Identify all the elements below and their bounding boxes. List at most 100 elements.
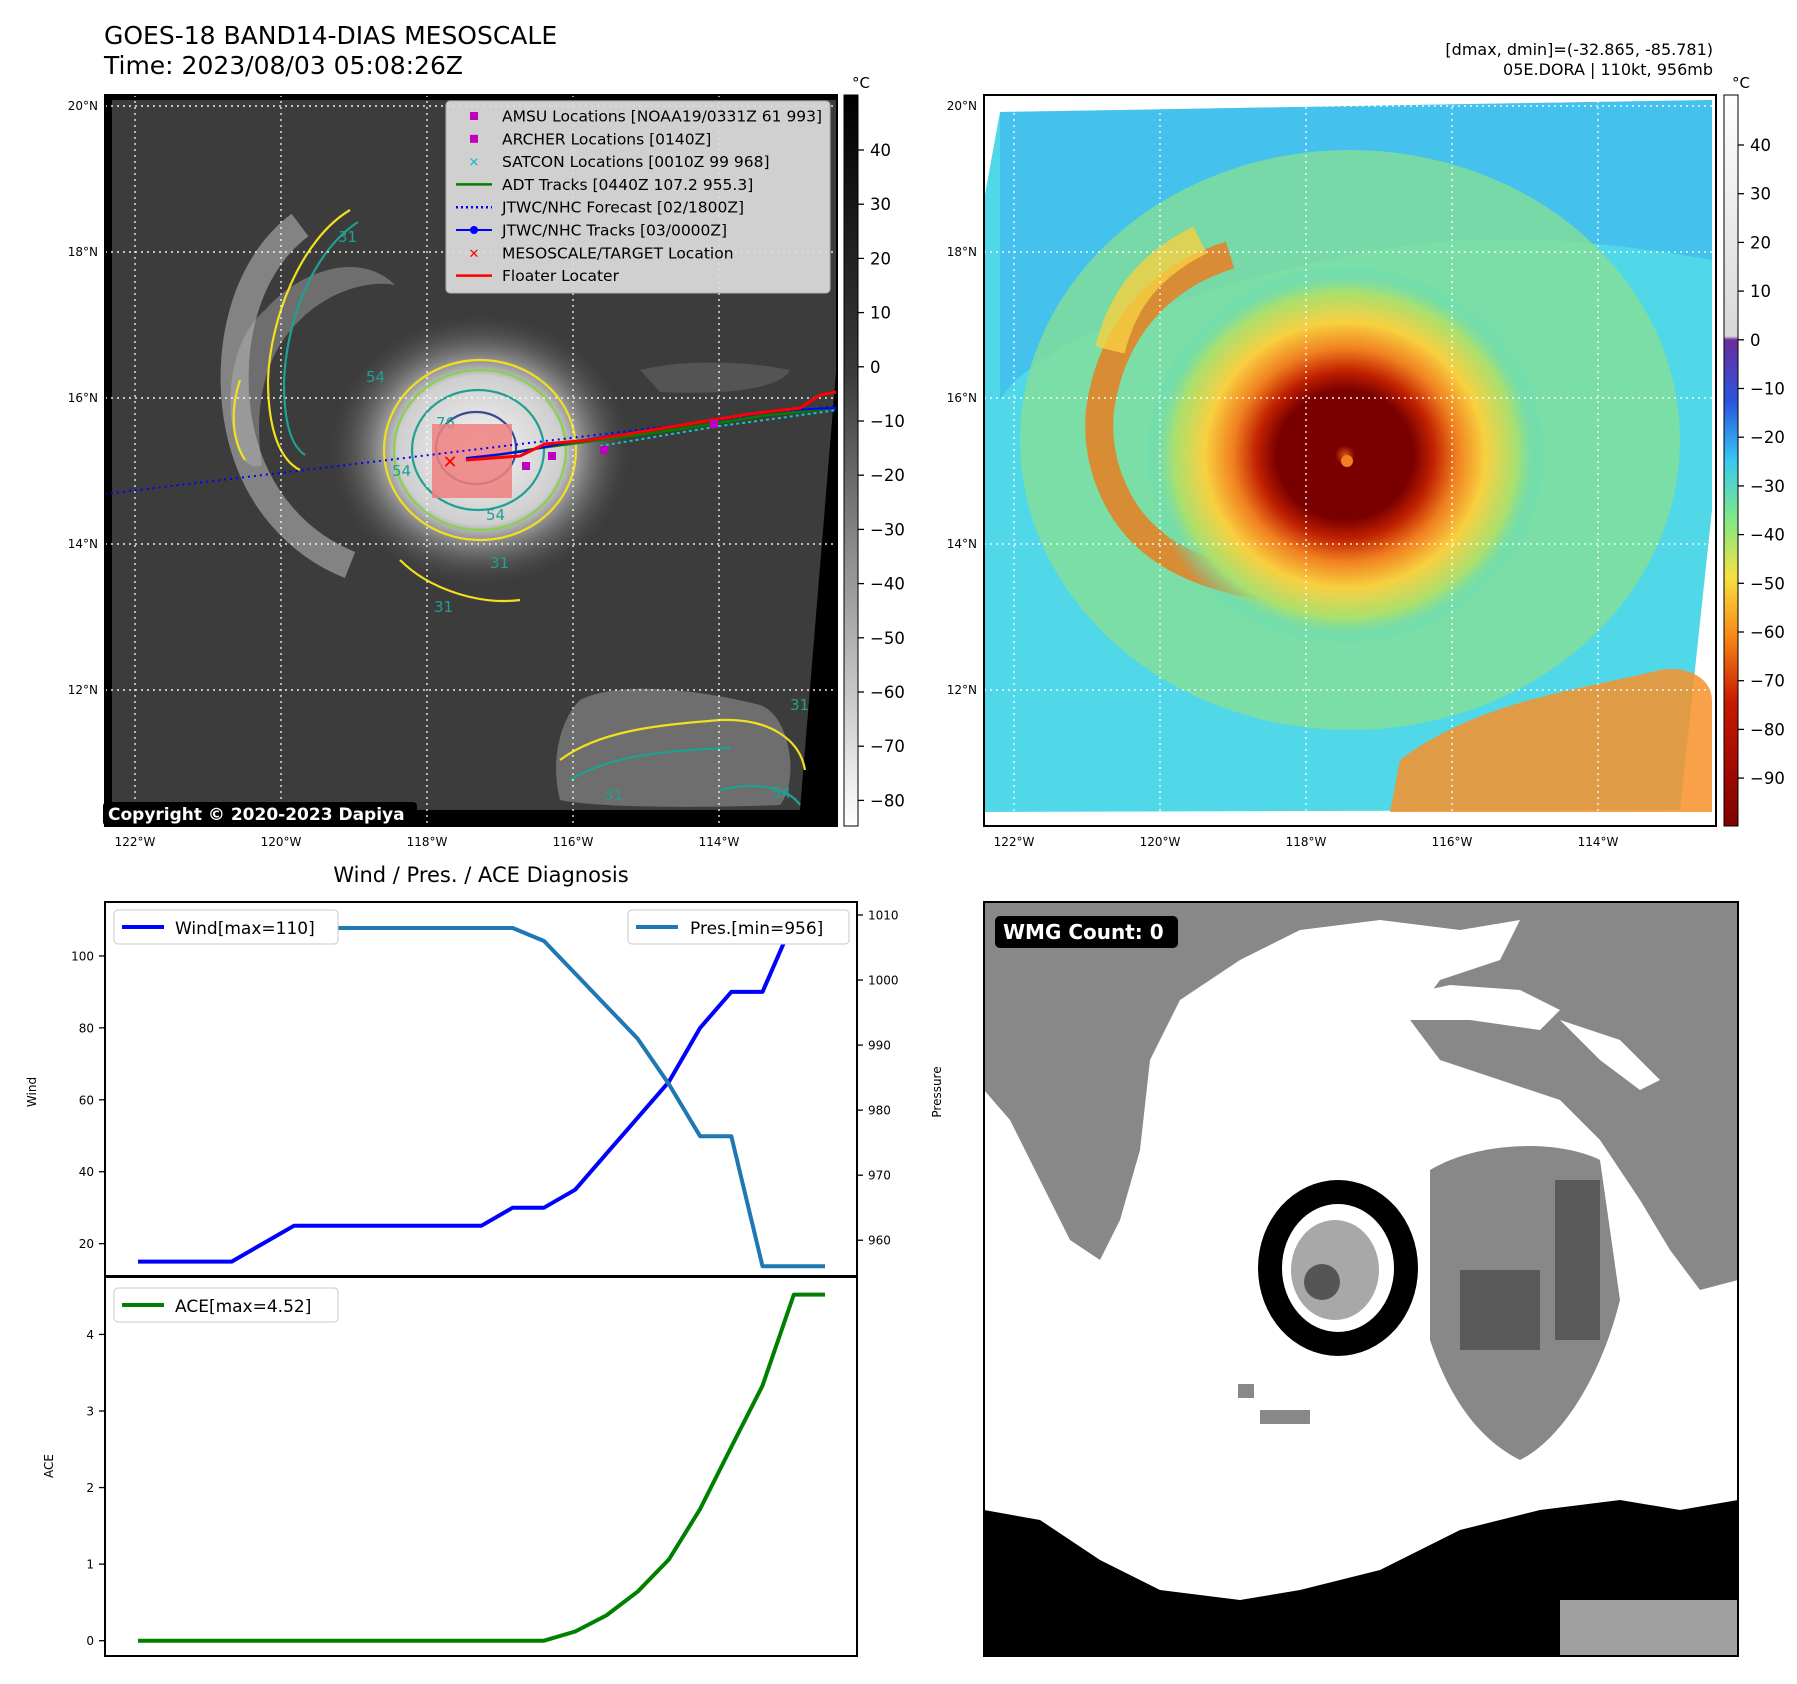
colorbar-tick-label: 0 [870, 358, 881, 377]
left-colorbar: °C 40 30 20 10 0 −10 −20 −30 −40 −50 −60 −70 −80 [843, 74, 905, 827]
colorbar-tick-label: 30 [870, 195, 891, 214]
left-map-lon-label: 120°W [261, 835, 302, 849]
wind-axis-tick-label: 40 [79, 1165, 94, 1179]
colorbar-tick-label: 20 [1750, 233, 1771, 252]
colorbar-tick-label: −60 [1750, 623, 1785, 642]
pressure-axis-tick-label: 990 [868, 1039, 891, 1053]
legend-entry-label: SATCON Locations [0010Z 99 968] [502, 153, 770, 171]
wmg-darkgray-patch [1555, 1180, 1600, 1340]
right-map-lat-label: 16°N [947, 391, 977, 405]
right-storm-core [1145, 265, 1545, 645]
colorbar-tick-label: −70 [870, 737, 905, 756]
right-map-lat-label: 20°N [947, 99, 977, 113]
right-map-lat-label: 14°N [947, 537, 977, 551]
storm-summary: 05E.DORA | 110kt, 956mb [1503, 60, 1713, 79]
ace-plot-frame [104, 1276, 858, 1657]
figure-time: Time: 2023/08/03 05:08:26Z [103, 51, 463, 80]
wmg-outer-gray-region [984, 902, 1738, 1290]
colorbar-tick-label: −10 [870, 412, 905, 431]
colorbar-tick-label: −40 [870, 575, 905, 594]
wmg-darkgray-patch-2 [1460, 1270, 1540, 1350]
pressure-legend-label: Pres.[min=956] [690, 919, 823, 939]
colorbar-tick-label: 10 [870, 304, 891, 323]
colorbar-tick-label: −90 [1750, 769, 1785, 788]
contour-label: 31 [604, 786, 623, 804]
ace-axis-label: ACE [42, 1454, 56, 1478]
left-contours [232, 209, 807, 806]
amsu-archer-markers [522, 420, 718, 470]
wmg-frame [983, 901, 1739, 1657]
right-map-lon-label: 120°W [1140, 835, 1181, 849]
colorbar-tick-label: −30 [870, 520, 905, 539]
legend-marker-square [470, 134, 478, 143]
left-map-lat-label: 20°N [68, 99, 98, 113]
legend-entry-label: MESOSCALE/TARGET Location [502, 244, 734, 262]
ace-axis-tick-label: 1 [86, 1558, 94, 1572]
right-map-lon-label: 116°W [1432, 835, 1473, 849]
colorbar-tick-label: 40 [870, 141, 891, 160]
right-storm-eye [1341, 455, 1353, 467]
colorbar-tick-label: −20 [870, 466, 905, 485]
colorbar-tick-label: −10 [1750, 380, 1785, 399]
left-colorbar-unit: °C [852, 74, 870, 92]
wind-axis-tick-label: 60 [79, 1093, 94, 1107]
wind-legend-label: Wind[max=110] [175, 919, 315, 939]
ace-axis-tick-label: 2 [86, 1481, 94, 1495]
legend-marker-square [470, 112, 478, 120]
right-map-lat-label: 12°N [947, 683, 977, 697]
pressure-axis-tick-label: 970 [868, 1169, 891, 1183]
wmg-lower-gray-patch [1560, 1600, 1738, 1656]
right-map-lon-label: 114°W [1578, 835, 1619, 849]
colorbar-tick-label: 0 [1750, 331, 1761, 350]
contour-label: 54 [486, 506, 505, 524]
colorbar-tick-label: 40 [1750, 136, 1771, 155]
left-contour-labels: 31 54 76 54 31 31 54 31 54 31 [338, 228, 809, 804]
left-map-lat-label: 18°N [68, 245, 98, 259]
left-map-lon-label: 122°W [115, 835, 156, 849]
colorbar-tick-label: −70 [1750, 672, 1785, 691]
ace-legend-label: ACE[max=4.52] [175, 1297, 311, 1317]
pressure-axis-tick-label: 1010 [868, 909, 899, 923]
right-colorbar-gradient [1723, 94, 1739, 827]
left-map-lon-label: 116°W [553, 835, 594, 849]
right-southern-clouds [1390, 669, 1712, 812]
wind-axis-tick-label: 100 [71, 949, 94, 963]
pressure-axis-tick-label: 1000 [868, 974, 899, 988]
figure-title: GOES-18 BAND14-DIAS MESOSCALE [104, 21, 557, 50]
legend-entry-label: AMSU Locations [NOAA19/0331Z 61 993] [502, 108, 822, 126]
colorbar-tick-label: −30 [1750, 477, 1785, 496]
contour-label: 54 [366, 368, 385, 386]
colorbar-tick-label: −20 [1750, 428, 1785, 447]
legend-marker-dot [470, 226, 478, 234]
left-map-lon-label: 114°W [699, 835, 740, 849]
pressure-legend: Pres.[min=956] [627, 909, 850, 945]
contour-label: 31 [338, 228, 357, 246]
left-map-lon-label: 118°W [407, 835, 448, 849]
colorbar-tick-label: −80 [870, 791, 905, 810]
copyright-box [103, 802, 417, 826]
satcon-track [599, 409, 837, 447]
left-colorbar-gradient [843, 94, 859, 827]
colorbar-tick-label: 20 [870, 249, 891, 268]
pressure-axis-label: Pressure [930, 1066, 944, 1117]
left-map-lat-label: 16°N [68, 391, 98, 405]
right-map [984, 95, 1716, 826]
legend-box [445, 100, 831, 294]
wmg-lower-black-band [984, 1500, 1738, 1656]
wmg-gray-spot [1260, 1410, 1310, 1424]
dmax-dmin-readout: [dmax, dmin]=(-32.865, -85.781) [1445, 40, 1713, 59]
colorbar-tick-label: −40 [1750, 526, 1785, 545]
contour-label: 54 [772, 784, 791, 802]
right-map-lat-label: 18°N [947, 245, 977, 259]
legend-entry-label: ARCHER Locations [0140Z] [502, 130, 711, 148]
right-map-frame [983, 94, 1717, 827]
left-map-clouds [230, 266, 791, 807]
legend-entry-label: JTWC/NHC Forecast [02/1800Z] [501, 199, 744, 217]
colorbar-tick-label: −80 [1750, 720, 1785, 739]
wind-axis-tick-label: 80 [79, 1021, 94, 1035]
left-map-legend: AMSU Locations [NOAA19/0331Z 61 993] ARCH… [445, 100, 831, 294]
legend-entry-label: JTWC/NHC Tracks [03/0000Z] [501, 222, 727, 240]
contour-label: 54 [392, 462, 411, 480]
right-map-lon-label: 118°W [1286, 835, 1327, 849]
wind-axis-tick-label: 20 [79, 1237, 94, 1251]
